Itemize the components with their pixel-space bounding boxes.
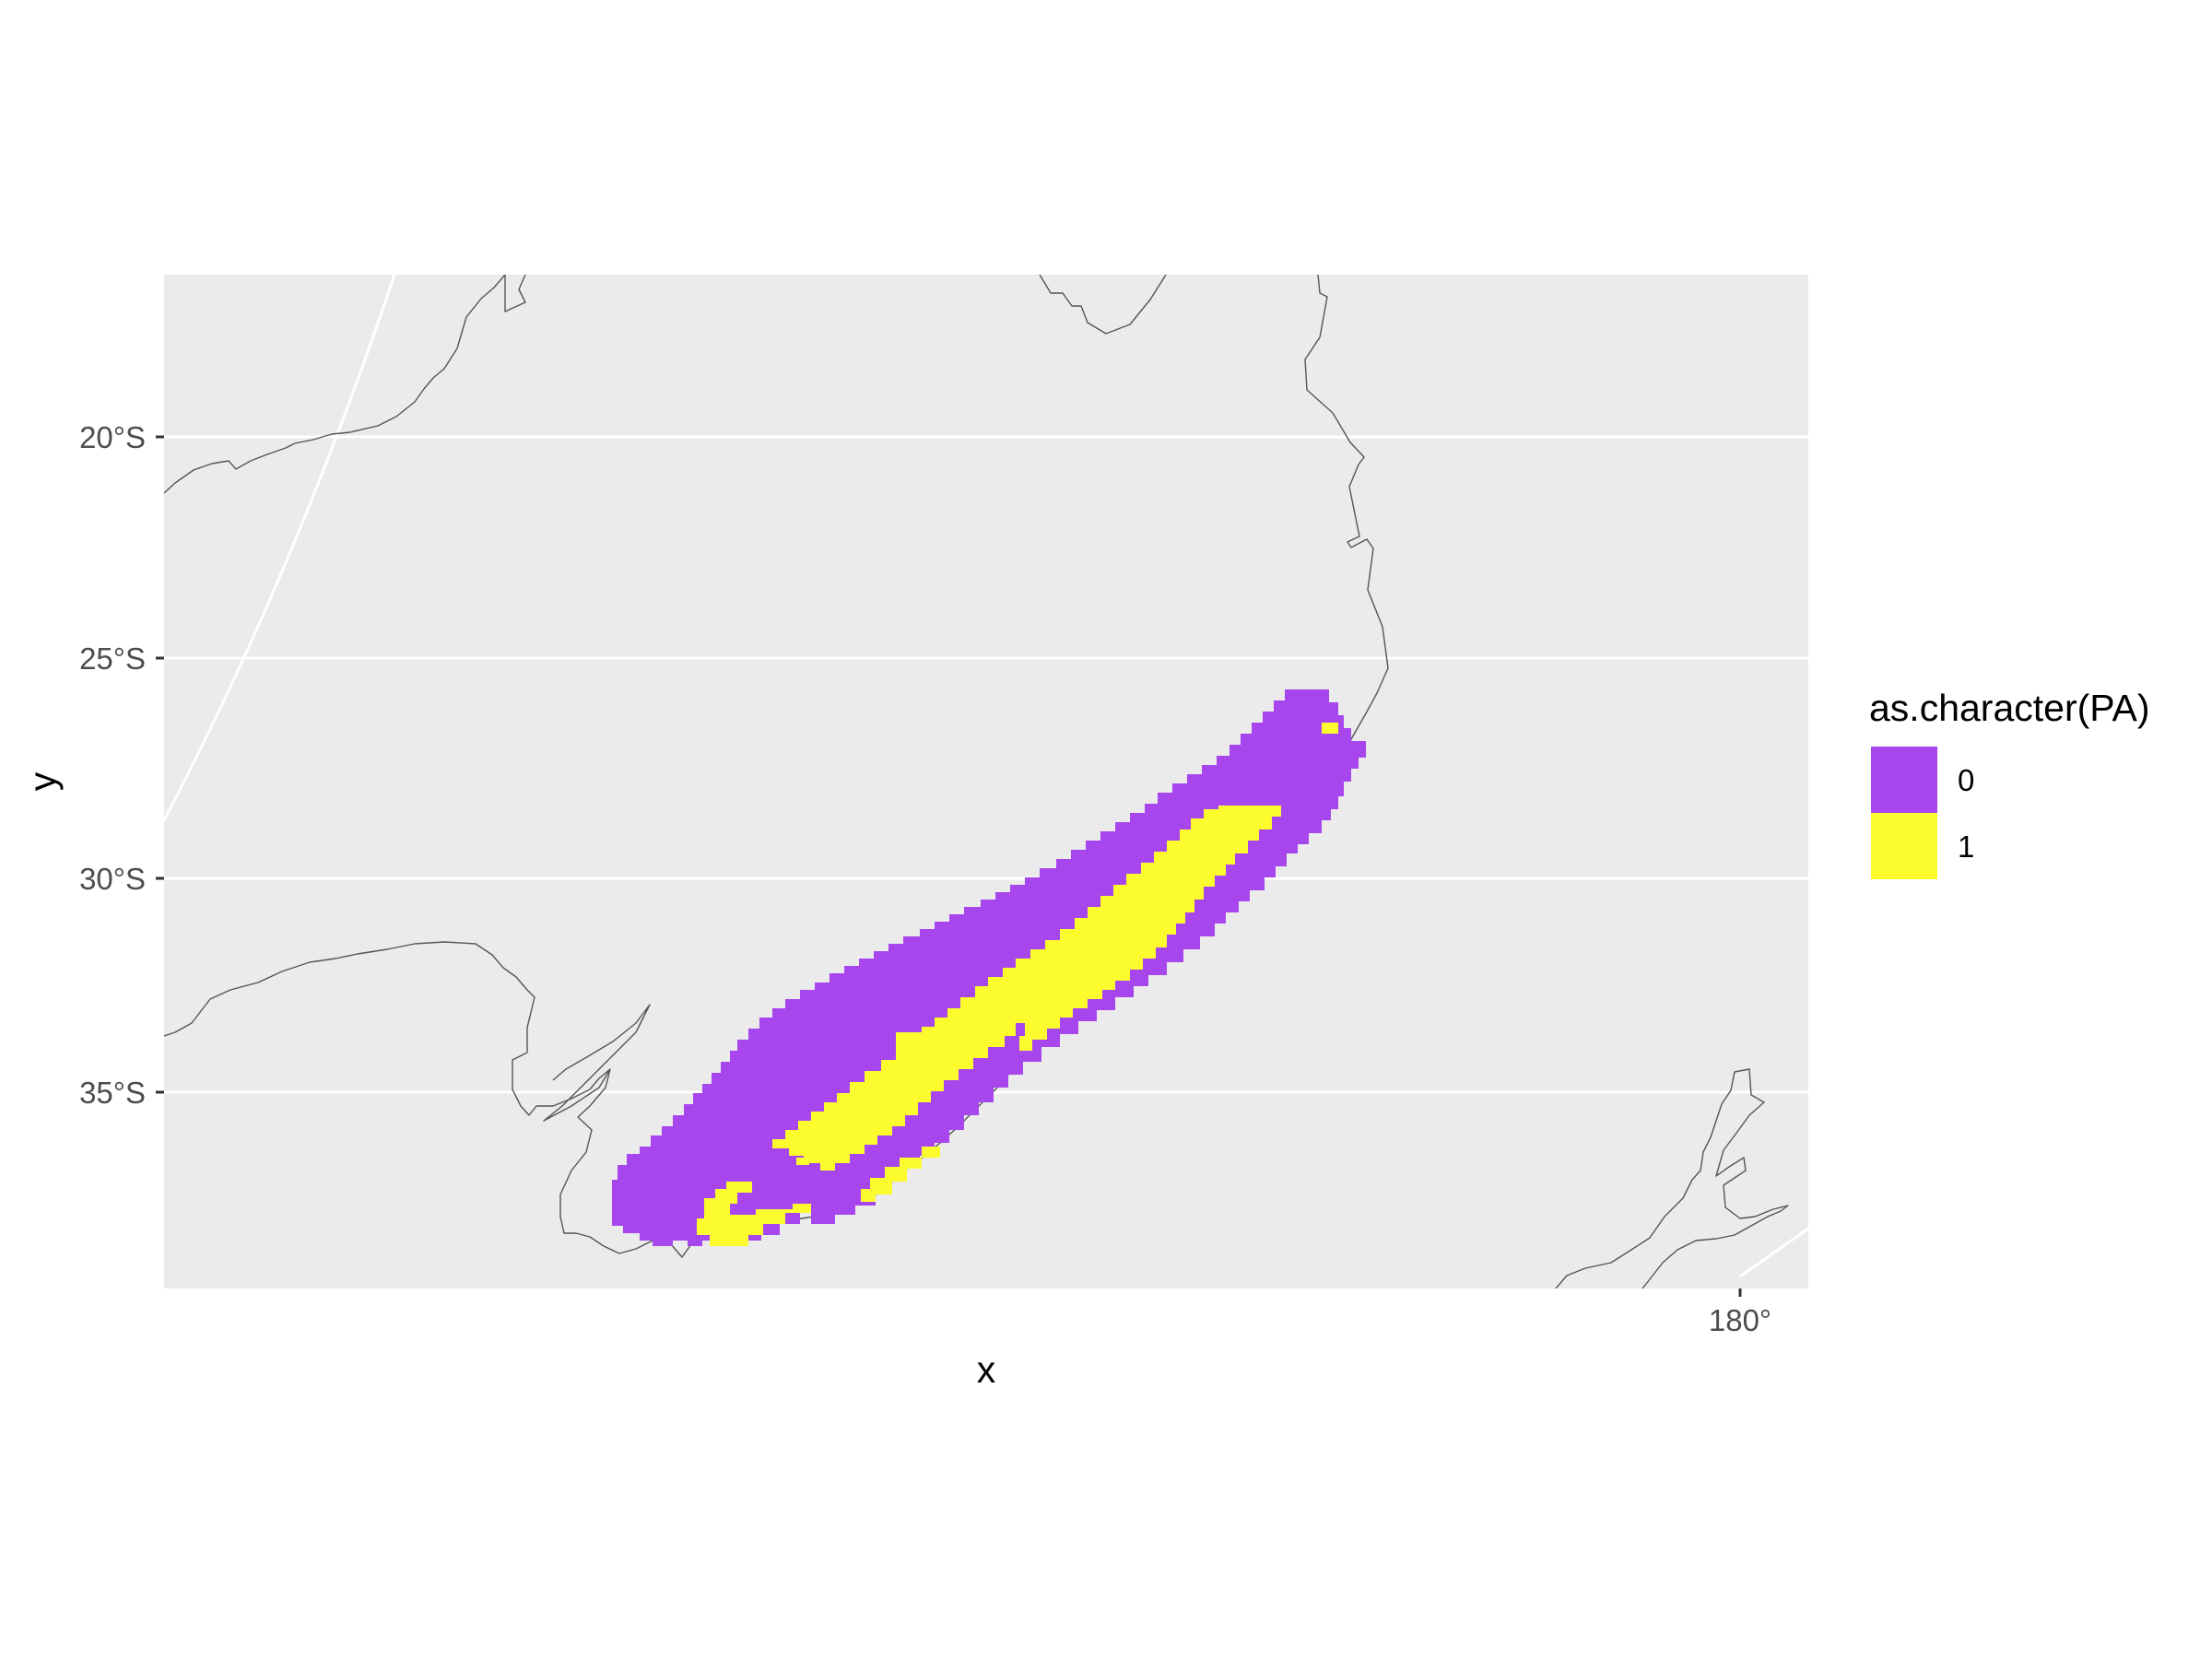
raster-class-1-west-speck — [979, 1012, 1005, 1023]
x-tick-label-180: 180° — [1709, 1303, 1771, 1337]
coastlines — [164, 275, 1789, 1288]
grid-meridian-180 — [1739, 1227, 1808, 1278]
coastline-australia-north — [164, 275, 506, 494]
y-tick-label-20S: 20°S — [79, 420, 146, 454]
y-axis-ticks — [156, 435, 164, 1094]
graticule — [164, 275, 1808, 1278]
raster-class-1-northeast-speck — [1322, 723, 1338, 734]
y-tick-label-30S: 30°S — [79, 862, 146, 896]
legend: as.character(PA) 0 1 — [1869, 687, 2150, 879]
raster-class-1-west — [796, 1084, 931, 1165]
raster-class-1-southwest — [697, 1182, 811, 1246]
coastline-east-australia — [164, 275, 1389, 1258]
raster-class-1 — [697, 723, 1338, 1246]
x-axis-title: x — [977, 1348, 996, 1391]
legend-key-1 — [1871, 813, 1937, 879]
coastline-cape-york — [504, 275, 526, 312]
coastline-new-zealand — [1555, 1068, 1789, 1288]
raster-class-1-ne-hook — [1169, 870, 1198, 892]
raster-class-1-lake — [892, 1032, 953, 1080]
legend-label-0: 0 — [1958, 763, 1974, 797]
raster-class-1-south — [861, 1147, 940, 1202]
y-tick-label-25S: 25°S — [79, 641, 146, 676]
y-axis-title: y — [21, 771, 64, 791]
raster-class-0 — [612, 689, 1366, 1246]
coastline-gulf-st-vincent — [543, 1004, 651, 1122]
legend-title: as.character(PA) — [1869, 687, 2150, 729]
y-tick-label-35S: 35°S — [79, 1076, 146, 1110]
grid-meridian-left — [164, 275, 396, 821]
legend-key-0 — [1871, 747, 1937, 813]
map-panel — [164, 275, 1808, 1288]
legend-label-1: 1 — [1958, 830, 1974, 864]
coastline-gulf-top — [1039, 275, 1167, 335]
